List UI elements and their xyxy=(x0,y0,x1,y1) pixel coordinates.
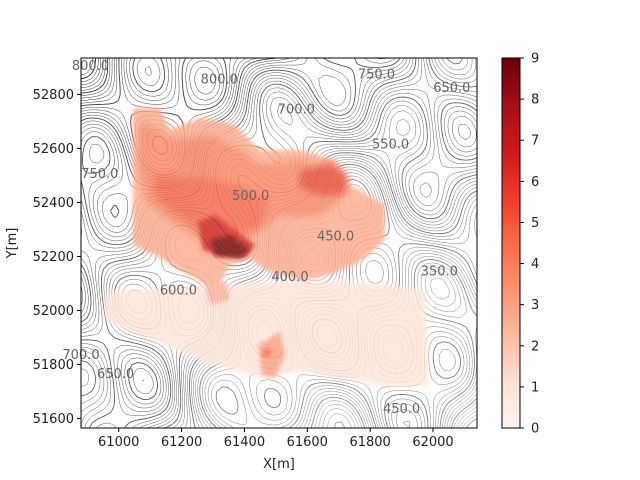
contour-line xyxy=(81,58,96,80)
contour-line xyxy=(333,418,477,428)
plot-area: 800.0 800.0 750.0 650.0 700.0 550.0 750.0 500.0… xyxy=(62,57,478,429)
colorbar-tick-label: 3 xyxy=(531,298,539,313)
contour-label: 400.0 xyxy=(271,270,308,285)
contour-line xyxy=(310,396,477,428)
contour-label: 750.0 xyxy=(358,67,395,82)
contour-label: 450.0 xyxy=(317,229,354,244)
y-tick-label: 52200 xyxy=(33,250,74,265)
contour-line xyxy=(81,58,388,382)
heat-region-low-south xyxy=(105,280,428,388)
contour-line xyxy=(81,58,104,89)
contour-label: 450.0 xyxy=(383,402,420,417)
colorbar-tick-label: 7 xyxy=(531,134,539,149)
y-tick-label: 51600 xyxy=(33,412,74,427)
colorbar-tick-label: 9 xyxy=(531,52,539,67)
colorbar-tick-label: 8 xyxy=(531,93,539,108)
y-tick-label: 52800 xyxy=(33,88,74,103)
contour-label: 800.0 xyxy=(72,59,109,74)
contour-label: 350.0 xyxy=(421,264,458,279)
contour-label: 500.0 xyxy=(232,189,269,204)
contour-line xyxy=(327,413,477,428)
x-axis: 61000 61200 61400 61600 61800 62000 xyxy=(98,428,454,450)
x-tick-label: 61600 xyxy=(287,435,328,450)
y-axis-label: Y[m] xyxy=(5,228,20,260)
y-axis: 51600 51800 52000 52200 52400 52600 52800 xyxy=(33,88,81,427)
heat-spot-south-core xyxy=(262,348,272,357)
contour-label: 700.0 xyxy=(278,102,315,117)
colorbar-tick-label: 2 xyxy=(531,339,539,354)
y-tick-label: 52400 xyxy=(33,196,74,211)
plot-frame xyxy=(80,57,478,429)
colorbar: 0 1 2 3 4 5 6 7 8 9 xyxy=(501,52,539,437)
colorbar-ticks: 0 1 2 3 4 5 6 7 8 9 xyxy=(520,52,539,437)
contour-label: 550.0 xyxy=(372,137,409,152)
y-tick-label: 51800 xyxy=(33,358,74,373)
x-tick-label: 61800 xyxy=(349,435,390,450)
contour-line xyxy=(322,408,477,428)
contour-label: 800.0 xyxy=(201,73,238,88)
x-tick-label: 61000 xyxy=(98,435,139,450)
colorbar-tick-label: 5 xyxy=(531,216,539,231)
contour-label: 650.0 xyxy=(97,367,134,382)
colorbar-tick-label: 0 xyxy=(531,422,539,437)
heat-region-peak xyxy=(210,235,250,258)
x-tick-label: 61200 xyxy=(161,435,202,450)
x-tick-label: 61400 xyxy=(224,435,265,450)
contour-label: 650.0 xyxy=(433,81,470,96)
heat-region-east xyxy=(300,162,348,195)
x-axis-label: X[m] xyxy=(263,457,295,472)
colorbar-tick-label: 4 xyxy=(531,257,539,272)
contour-line xyxy=(81,58,101,86)
heatmap-layer xyxy=(105,108,428,388)
colorbar-gradient xyxy=(502,58,520,428)
x-tick-label: 62000 xyxy=(412,435,453,450)
y-tick-label: 52000 xyxy=(33,304,74,319)
contour-line xyxy=(81,58,106,91)
colorbar-tick-label: 6 xyxy=(531,175,539,190)
colorbar-frame xyxy=(501,57,521,429)
colorbar-tick-label: 1 xyxy=(531,380,539,395)
contour-line xyxy=(314,400,477,428)
heat-region-upper xyxy=(155,175,270,240)
contour-line xyxy=(81,58,93,76)
y-tick-label: 52600 xyxy=(33,142,74,157)
contour-line xyxy=(318,403,477,428)
heat-spot-mid xyxy=(205,280,230,305)
contour-label: 750.0 xyxy=(81,167,118,182)
contour-line xyxy=(81,58,99,83)
contour-label: 600.0 xyxy=(160,283,197,298)
